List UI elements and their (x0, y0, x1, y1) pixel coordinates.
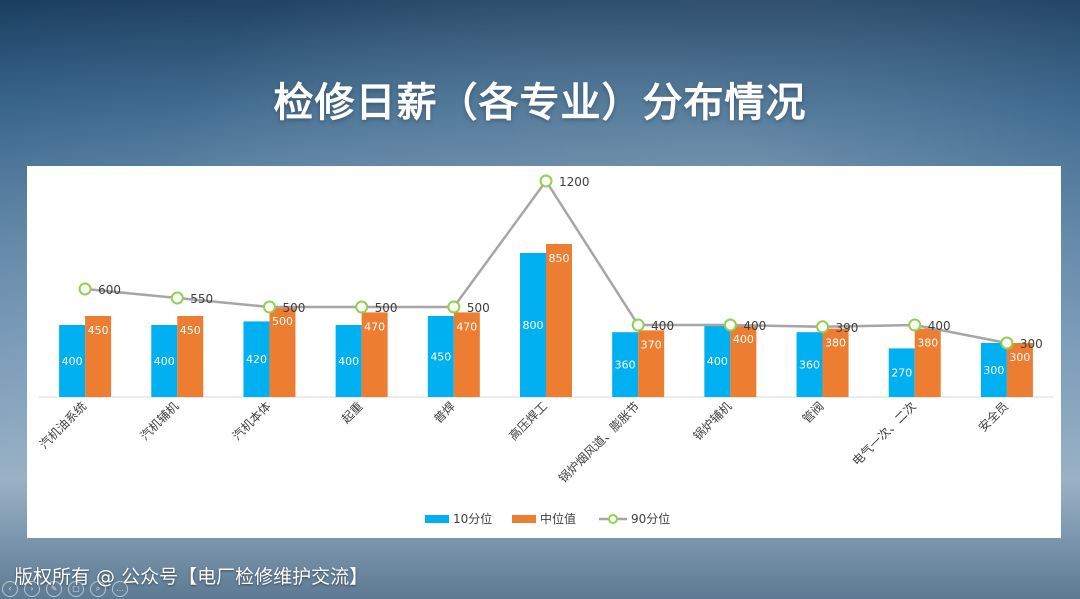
p90-marker (816, 320, 830, 334)
p90-marker (539, 174, 553, 188)
prev-icon[interactable]: ‹ (2, 581, 18, 597)
bar-median-label: 370 (641, 338, 662, 351)
legend-swatch (512, 515, 536, 523)
bar-p10 (427, 316, 454, 397)
bar-median-label: 470 (364, 320, 385, 333)
category-label: 起重 (339, 399, 366, 426)
p90-marker (170, 291, 184, 305)
p90-label: 550 (190, 292, 213, 306)
slideshow-toolbar: ‹ › ✎ ▢ ⌕ … (2, 581, 128, 597)
bar-median-label: 850 (549, 252, 570, 265)
bar-median (361, 312, 388, 397)
category-label: 高压焊工 (506, 399, 551, 444)
more-icon[interactable]: … (112, 581, 128, 597)
p90-label: 300 (1020, 337, 1043, 351)
bar-p10 (704, 325, 731, 397)
legend-swatch-marker (608, 514, 618, 524)
p90-label: 500 (467, 301, 490, 315)
bar-p10-label: 400 (62, 355, 83, 368)
bar-p10 (980, 343, 1007, 397)
p90-marker (447, 300, 461, 314)
bar-p10 (59, 325, 86, 397)
slide-title: 检修日薪（各专业）分布情况 (273, 80, 807, 126)
bar-median-label: 380 (825, 337, 846, 350)
legend-swatch (425, 515, 449, 523)
p90-marker (355, 300, 369, 314)
pen-icon[interactable]: ✎ (46, 581, 62, 597)
bar-median-label: 450 (88, 324, 109, 337)
p90-marker (723, 318, 737, 332)
bar-p10 (243, 321, 270, 397)
bar-p10-label: 400 (154, 355, 175, 368)
category-label: 普焊 (430, 399, 458, 427)
bar-median (453, 312, 480, 397)
category-label: 锅炉烟风道、膨胀节 (555, 399, 642, 486)
p90-label: 390 (836, 321, 859, 335)
bar-p10 (612, 332, 639, 397)
chart-panel: 400 450 汽机油系统 400 450 汽机辅机 420 500 汽机本体 400 470 起重 4… (27, 166, 1061, 538)
p90-marker (1000, 336, 1014, 350)
p90-marker (908, 318, 922, 332)
legend-label: 10分位 (453, 511, 492, 526)
copy-icon[interactable]: ▢ (68, 581, 84, 597)
bar-p10 (796, 332, 823, 397)
bar-median (85, 316, 112, 397)
category-label: 电气一次、二次 (849, 399, 919, 469)
zoom-icon[interactable]: ⌕ (90, 581, 106, 597)
bar-p10 (151, 325, 178, 397)
category-label: 管阀 (799, 399, 827, 427)
bar-p10-label: 800 (523, 319, 544, 332)
chart-svg: 400 450 汽机油系统 400 450 汽机辅机 420 500 汽机本体 400 470 起重 4… (36, 174, 1053, 526)
p90-label: 500 (375, 301, 398, 315)
bar-median-label: 400 (733, 333, 754, 346)
p90-label: 1200 (559, 175, 590, 189)
category-label: 汽机油系统 (36, 399, 89, 452)
p90-marker (262, 300, 276, 314)
p90-marker (631, 318, 645, 332)
bar-p10-label: 450 (430, 351, 451, 364)
category-label: 安全员 (975, 399, 1011, 435)
bar-median (822, 328, 849, 397)
legend-label: 中位值 (540, 511, 576, 526)
bar-median-label: 470 (456, 320, 477, 333)
bar-p10-label: 400 (338, 355, 359, 368)
bar-p10-label: 300 (983, 364, 1004, 377)
bar-p10 (520, 253, 546, 397)
p90-label: 500 (282, 301, 305, 315)
bar-median-label: 300 (1009, 351, 1030, 364)
bar-median (546, 244, 572, 397)
bar-p10-label: 400 (707, 355, 728, 368)
bar-median-label: 380 (917, 337, 938, 350)
bar-median (177, 316, 204, 397)
p90-marker (78, 282, 92, 296)
bar-p10-label: 360 (799, 359, 820, 372)
bar-p10 (335, 325, 362, 397)
p90-label: 400 (928, 319, 951, 333)
bar-median-label: 500 (272, 315, 293, 328)
legend-label: 90分位 (631, 511, 670, 526)
bar-median (730, 325, 757, 397)
next-icon[interactable]: › (24, 581, 40, 597)
category-label: 汽机辅机 (137, 399, 182, 444)
p90-label: 400 (743, 319, 766, 333)
bar-p10-label: 270 (891, 367, 912, 380)
bar-median (269, 307, 296, 397)
bar-median (1006, 343, 1033, 397)
bar-median (638, 330, 665, 397)
bar-p10-label: 420 (246, 353, 267, 366)
category-label: 汽机本体 (229, 399, 274, 444)
bar-p10 (888, 348, 915, 397)
bar-median (914, 328, 941, 397)
bar-median-label: 450 (180, 324, 201, 337)
bar-p10-label: 360 (615, 359, 636, 372)
p90-label: 400 (651, 319, 674, 333)
p90-label: 600 (98, 283, 121, 297)
category-label: 锅炉辅机 (690, 399, 735, 444)
